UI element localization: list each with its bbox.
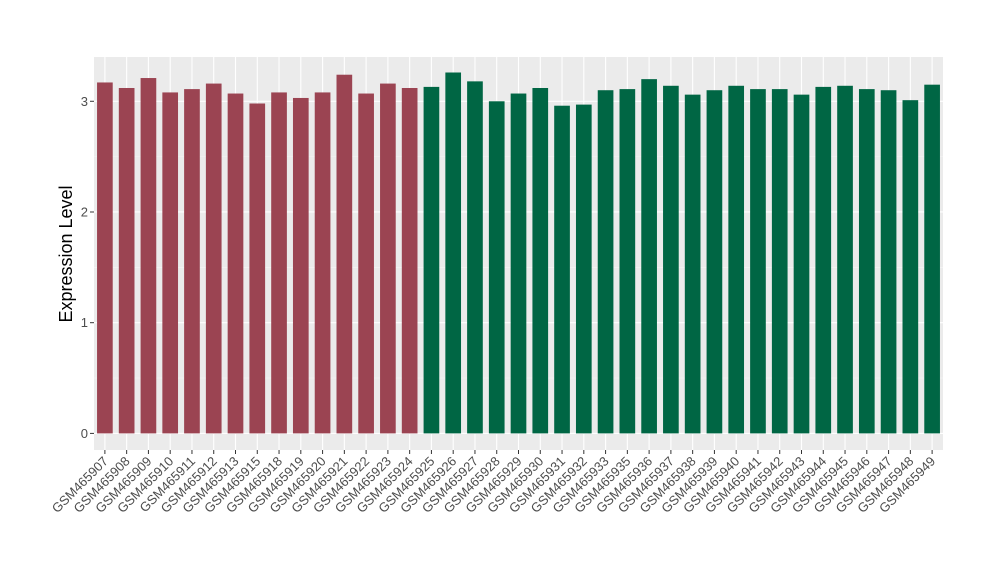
bar — [488, 101, 505, 434]
bar — [271, 92, 287, 434]
bar — [445, 72, 462, 434]
x-axis: GSM465907GSM465908GSM465909GSM465910GSM4… — [49, 450, 938, 516]
bar — [858, 89, 875, 434]
bar — [554, 105, 570, 434]
bar — [380, 83, 396, 434]
bar — [97, 82, 113, 434]
bar — [728, 85, 745, 434]
bar — [750, 89, 766, 434]
bar — [227, 93, 244, 434]
bar — [358, 93, 374, 434]
bar — [706, 90, 723, 434]
bar — [880, 90, 897, 434]
bar — [205, 83, 222, 434]
bar — [140, 78, 157, 434]
bars — [97, 72, 940, 434]
bar — [771, 89, 788, 434]
bar — [532, 87, 549, 434]
bar — [292, 97, 309, 434]
bar — [815, 86, 832, 434]
bar — [575, 104, 592, 434]
bar — [510, 93, 527, 434]
bar — [162, 92, 179, 434]
y-axis-title: Expression Level — [56, 185, 76, 322]
bar — [902, 100, 919, 434]
bar — [314, 92, 331, 434]
bar — [837, 85, 853, 434]
y-tick-label: 0 — [81, 426, 88, 441]
bar — [597, 90, 614, 434]
bar — [336, 74, 353, 434]
bar — [118, 87, 135, 434]
bar — [423, 86, 440, 434]
bar — [184, 89, 200, 434]
bar — [663, 85, 679, 434]
bar — [924, 84, 940, 434]
bar — [793, 94, 810, 434]
bar — [641, 79, 657, 434]
bar — [467, 81, 483, 434]
y-tick-label: 3 — [81, 94, 88, 109]
bar — [249, 103, 266, 434]
bar — [684, 94, 701, 434]
y-axis: 0 1 2 3 — [81, 94, 94, 441]
y-tick-label: 1 — [81, 315, 88, 330]
y-tick-label: 2 — [81, 204, 88, 219]
bar — [619, 89, 636, 434]
bar — [401, 87, 418, 434]
